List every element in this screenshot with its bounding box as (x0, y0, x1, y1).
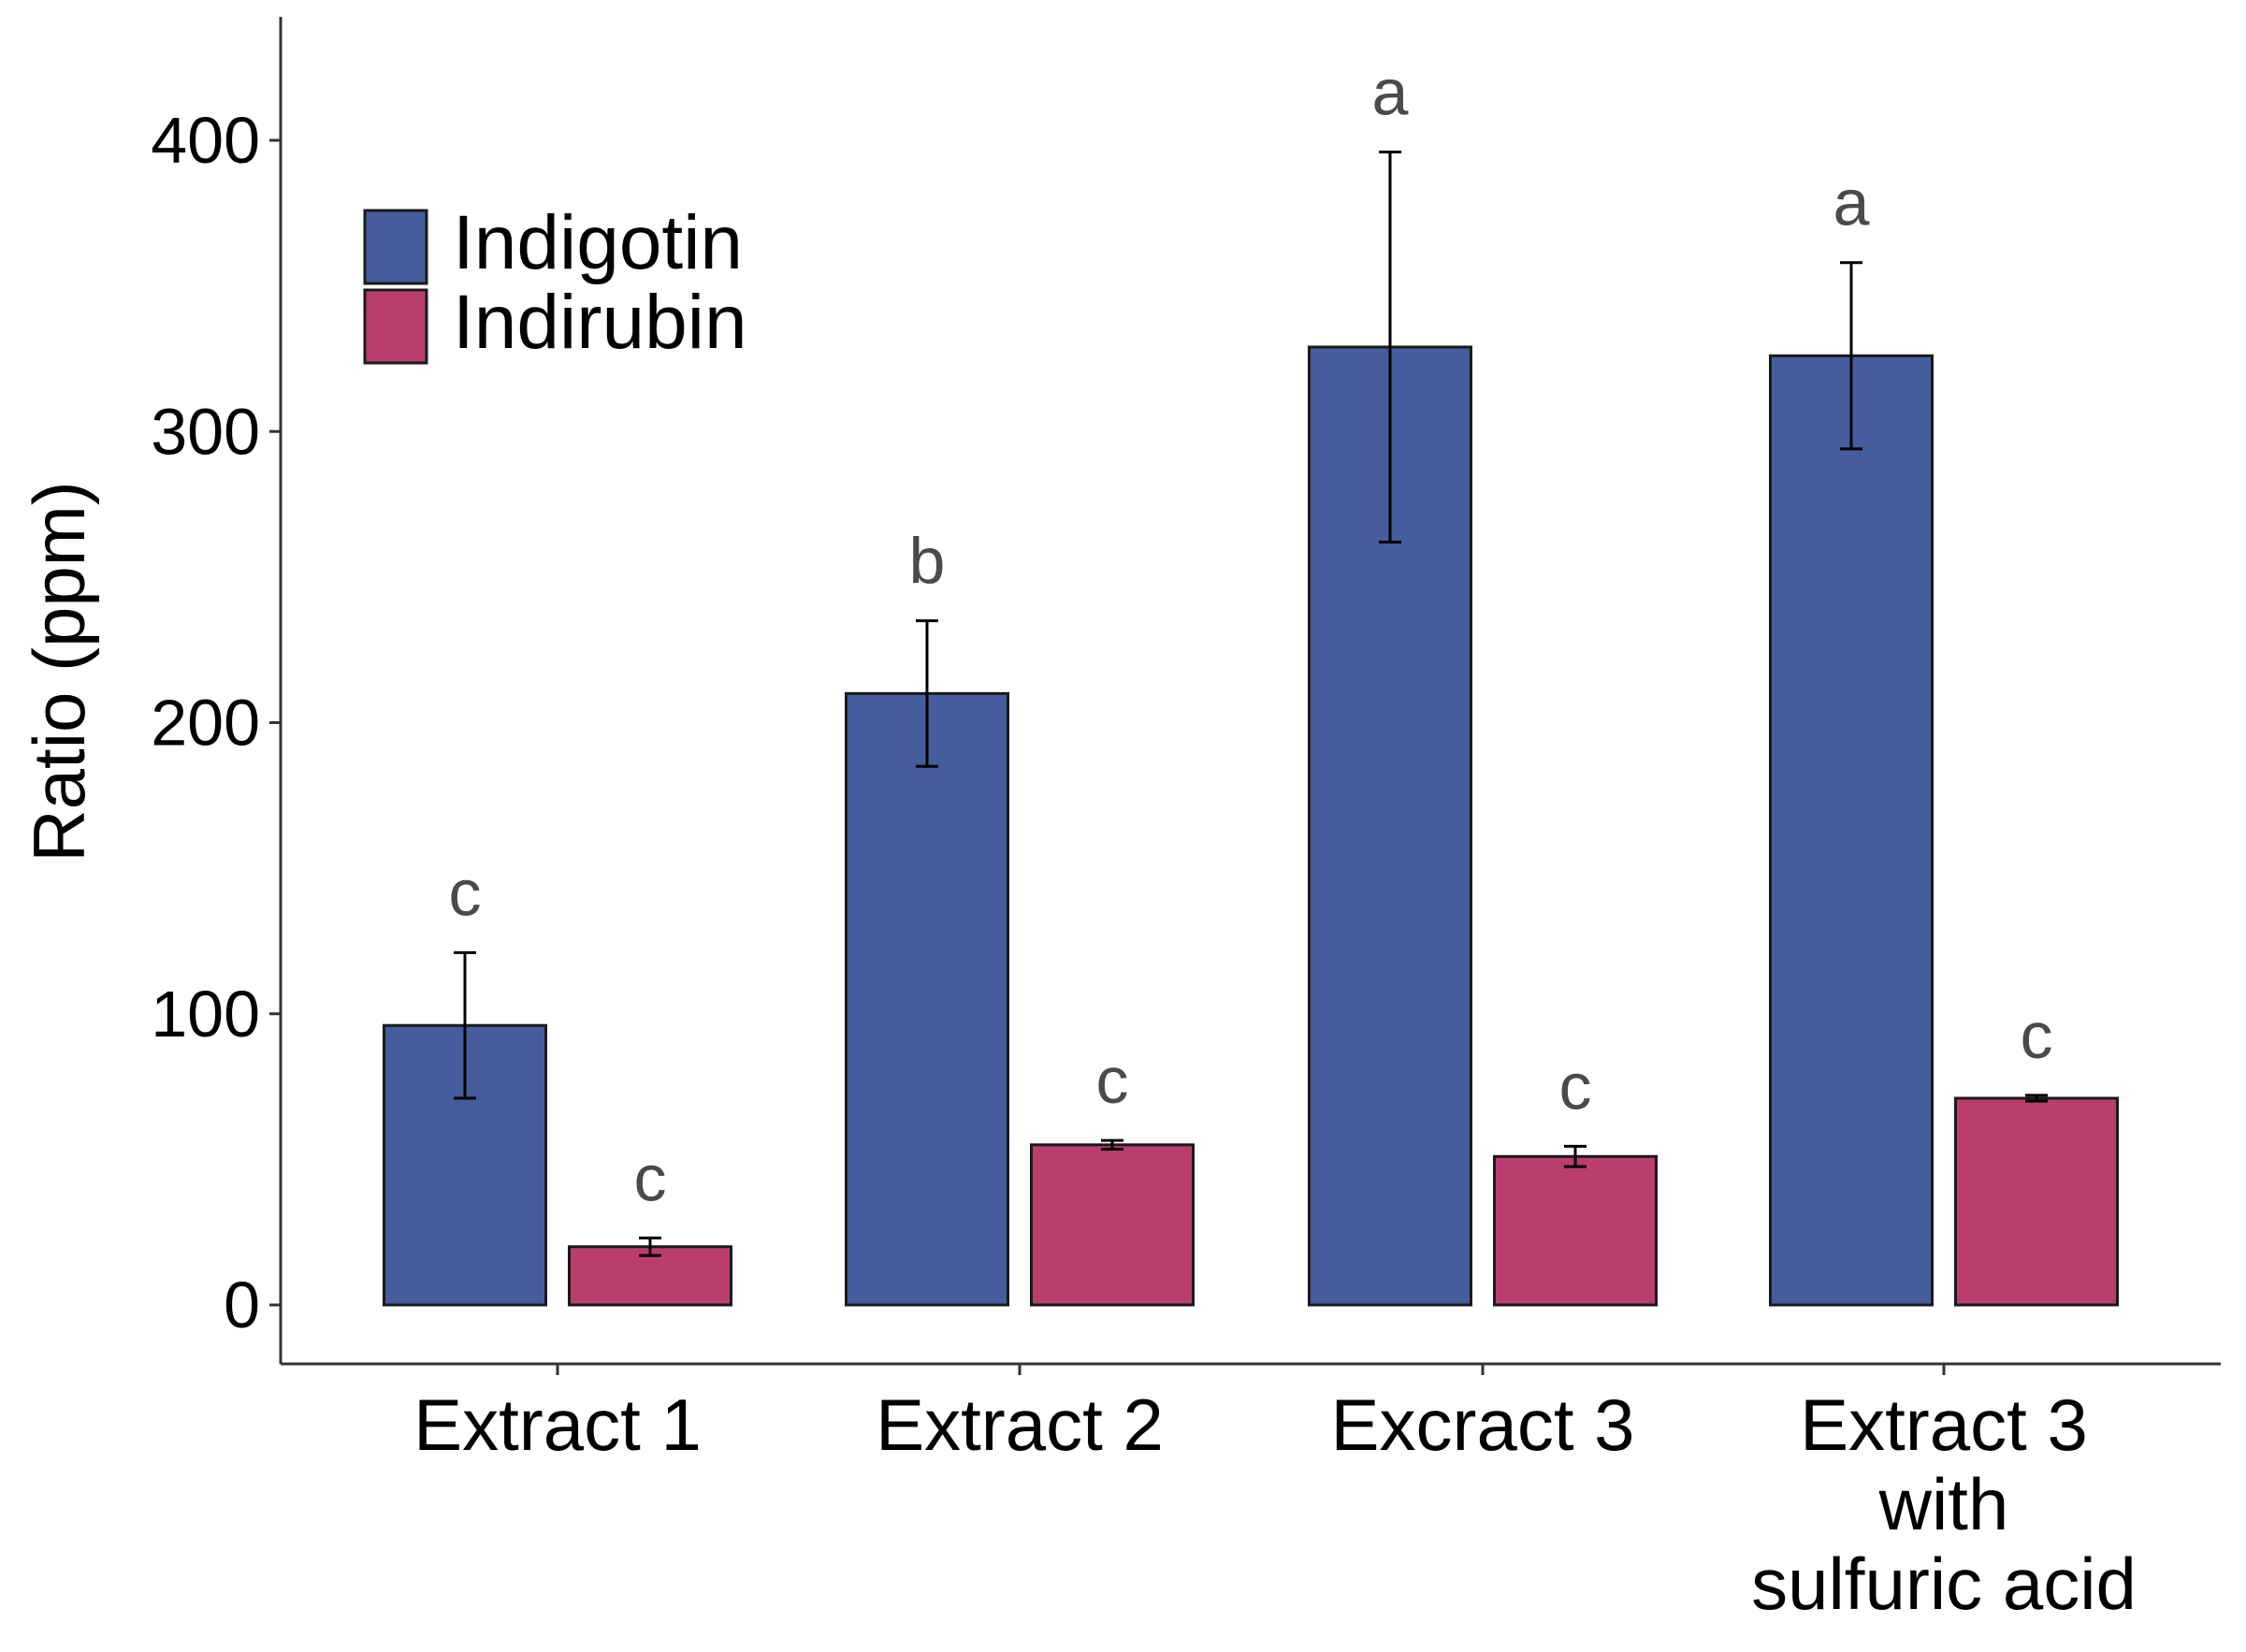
significance-letter: c (2021, 999, 2053, 1072)
significance-letter: c (1559, 1050, 1592, 1123)
bar-indirubin-2 (1030, 1143, 1195, 1307)
bar-indirubin-3 (1493, 1154, 1658, 1307)
significance-letter: a (1372, 55, 1409, 128)
significance-letter: a (1833, 167, 1870, 239)
significance-letter: c (634, 1141, 667, 1214)
x-tick-label: Extract 1 (413, 1384, 702, 1466)
y-tick-label: 400 (151, 104, 260, 177)
y-tick-label: 0 (224, 1268, 260, 1341)
x-tick-label: sulfuric acid (1751, 1543, 2137, 1625)
x-tick-label: with (1878, 1463, 2009, 1545)
significance-letter: c (449, 856, 482, 929)
x-tick-label: Extract 2 (876, 1384, 1164, 1466)
bar-indigotin-4 (1769, 354, 1934, 1307)
legend-label-indigotin: Indigotin (453, 200, 743, 285)
bar-indirubin-4 (1954, 1096, 2119, 1307)
y-tick-label: 300 (151, 395, 260, 468)
significance-letter: b (909, 525, 946, 598)
bar-indigotin-2 (845, 691, 1009, 1307)
x-tick-label: Extract 3 (1800, 1384, 2088, 1466)
legend-label-indirubin: Indirubin (453, 280, 747, 365)
legend-swatch-indirubin (363, 288, 428, 365)
y-tick-label: 200 (151, 687, 260, 760)
y-axis-title: Ratio (ppm) (18, 481, 100, 862)
significance-letter: c (1096, 1044, 1129, 1117)
x-tick-label: Excract 3 (1330, 1384, 1634, 1466)
legend-swatch-indigotin (363, 209, 428, 285)
y-tick-label: 100 (151, 978, 260, 1051)
